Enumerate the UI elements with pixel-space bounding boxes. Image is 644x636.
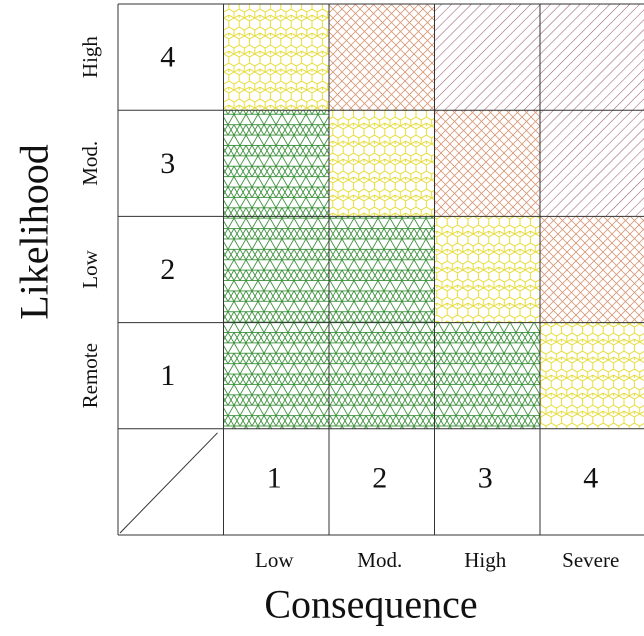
consequence-axis-title: Consequence <box>264 582 477 627</box>
risk-cell-l3-c1-low <box>224 110 330 216</box>
risk-cell-l2-c2-low <box>329 216 435 322</box>
risk-cell-l3-c4-very-high <box>540 110 644 216</box>
risk-cell-l4-c4-very-high <box>540 4 644 110</box>
risk-cell-l1-c4-medium <box>540 323 644 429</box>
likelihood-value-1: 1 <box>160 359 175 392</box>
risk-cell-l2-c4-high <box>540 216 644 322</box>
likelihood-value-4: 4 <box>160 41 175 74</box>
risk-cell-l2-c1-low <box>224 216 330 322</box>
risk-cell-l4-c1-medium <box>224 4 330 110</box>
risk-cell-l4-c2-high <box>329 4 435 110</box>
likelihood-axis-title: Likelihood <box>12 144 57 320</box>
risk-cell-l1-c2-low <box>329 323 435 429</box>
consequence-label-1: Low <box>255 548 294 572</box>
likelihood-value-3: 3 <box>160 147 175 180</box>
corner-diagonal <box>120 433 218 533</box>
consequence-value-2: 2 <box>372 461 387 494</box>
consequence-value-3: 3 <box>478 461 493 494</box>
likelihood-label-3: Mod. <box>78 141 102 186</box>
likelihood-value-2: 2 <box>160 253 175 286</box>
risk-cell-l3-c2-medium <box>329 110 435 216</box>
risk-cell-l4-c3-very-high <box>435 4 541 110</box>
consequence-label-4: Severe <box>562 548 619 572</box>
consequence-value-1: 1 <box>267 461 282 494</box>
risk-cell-l1-c3-low <box>435 323 541 429</box>
risk-cell-l2-c3-medium <box>435 216 541 322</box>
likelihood-label-4: High <box>78 36 102 79</box>
consequence-label-2: Mod. <box>357 548 402 572</box>
risk-cell-l1-c1-low <box>224 323 330 429</box>
likelihood-label-2: Low <box>78 249 102 288</box>
likelihood-label-1: Remote <box>78 343 102 408</box>
consequence-label-3: High <box>464 548 507 572</box>
consequence-value-4: 4 <box>583 461 598 494</box>
risk-cell-l3-c3-high <box>435 110 541 216</box>
